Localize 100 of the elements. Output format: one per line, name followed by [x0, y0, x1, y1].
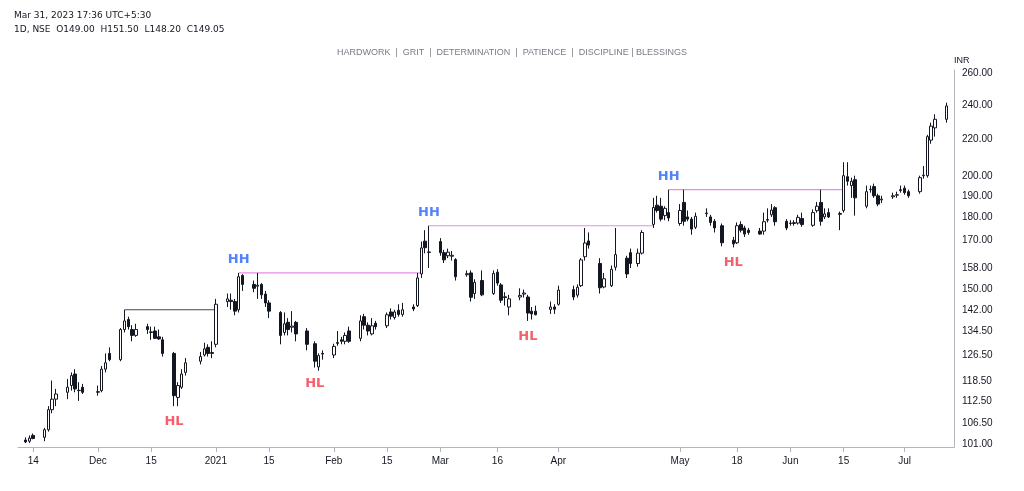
text: 1D, NSE O149.00 H151.50 L148.20 C149.05 — [14, 23, 225, 34]
x-tick-label: 15 — [838, 454, 850, 466]
candlestick — [412, 303, 415, 312]
candlestick — [24, 436, 27, 444]
candlestick — [553, 303, 556, 315]
candlestick — [385, 312, 389, 329]
x-tick-label: 18 — [731, 454, 744, 466]
candlestick — [321, 349, 324, 361]
candlestick — [343, 331, 347, 345]
candlestick — [427, 225, 431, 269]
y-tick-label: 106.50 — [962, 416, 994, 428]
candlestick — [907, 189, 910, 199]
candlestick — [747, 227, 750, 236]
candlestick — [256, 272, 259, 300]
annotation: HL — [305, 374, 325, 390]
candlestick — [480, 269, 484, 297]
candlestick — [819, 189, 823, 227]
candlestick — [199, 351, 202, 365]
candlestick — [416, 272, 419, 308]
candlestick — [347, 326, 351, 344]
annotation: HH — [418, 203, 440, 219]
candlestick — [895, 191, 899, 199]
x-tick-label: 15 — [263, 454, 276, 466]
y-tick-label: 180.00 — [962, 211, 994, 223]
chart-subtitle: HARDWORK | GRIT | DETERMINATION | PATIENCE | DISCIPLINE | BLESSINGS — [336, 46, 688, 57]
candlestick — [336, 330, 339, 347]
candlestick — [773, 205, 777, 227]
candlestick — [518, 287, 522, 301]
candlestick — [313, 340, 317, 369]
candlestick — [743, 225, 746, 238]
candlestick — [652, 197, 655, 229]
candlestick — [206, 343, 210, 358]
candlestick — [134, 323, 138, 338]
candlestick — [70, 371, 73, 392]
y-tick-label: 134.50 — [962, 325, 994, 337]
x-tick-label: 2021 — [204, 454, 228, 466]
candlestick — [735, 221, 739, 245]
candlestick — [557, 285, 560, 307]
candlestick — [214, 298, 218, 348]
annotation: HL — [518, 327, 538, 343]
candlestick — [705, 207, 708, 218]
text: Mar 31, 2023 17:36 UTC+5:30 — [14, 9, 152, 20]
candlestick — [549, 301, 552, 315]
x-tick-label: Feb — [325, 454, 343, 466]
x-tick-label: 14 — [27, 454, 40, 466]
x-tick-label: 16 — [491, 454, 504, 466]
x-tick-label: 15 — [381, 454, 394, 466]
candlestick — [401, 302, 404, 318]
candlestick — [610, 264, 613, 288]
y-tick-label: 240.00 — [962, 98, 994, 110]
annotation: HL — [723, 254, 743, 270]
candlestick — [762, 212, 766, 236]
candlestick — [397, 303, 400, 318]
candlestick — [792, 219, 796, 227]
candlestick — [682, 189, 686, 227]
candlestick — [203, 342, 206, 358]
candlestick — [713, 218, 716, 233]
candlestick — [838, 211, 842, 231]
candlestick — [853, 175, 857, 217]
annotation: HH — [657, 167, 680, 183]
candlestick — [598, 257, 602, 295]
candlestick — [796, 214, 800, 226]
y-tick-label: 150.00 — [962, 282, 994, 294]
x-tick-label: 15 — [145, 454, 158, 466]
candlestick — [374, 320, 377, 331]
y-tick-label: 142.00 — [962, 304, 994, 316]
y-tick-label: 112.50 — [962, 395, 993, 407]
candlestick — [446, 248, 450, 259]
candlestick — [800, 212, 804, 228]
candlestick — [229, 293, 233, 311]
candlestick — [789, 219, 792, 227]
candlestick — [903, 185, 906, 196]
candlestick — [340, 336, 343, 345]
candlestick — [785, 218, 788, 231]
annotation: HL — [164, 413, 184, 429]
y-tick-label: 260.00 — [962, 67, 994, 79]
candlestick — [370, 317, 374, 336]
annotation: HH — [227, 250, 250, 266]
y-tick-label: 190.00 — [962, 190, 994, 202]
y-tick-label: 200.00 — [962, 170, 994, 182]
candlestick — [108, 346, 111, 362]
candlestick — [184, 357, 187, 377]
candlestick — [842, 161, 845, 214]
candlestick — [899, 185, 902, 194]
candlestick — [210, 340, 214, 359]
candlestick — [492, 269, 495, 296]
candlestick — [149, 326, 153, 341]
candlestick — [891, 192, 895, 200]
x-tick-label: May — [670, 454, 690, 466]
candlestick — [827, 207, 830, 219]
candlestick — [659, 197, 663, 222]
candlestick — [454, 257, 457, 282]
candlestick — [869, 185, 872, 194]
x-tick-label: Dec — [89, 454, 107, 466]
candlestick — [614, 227, 617, 271]
candlestick — [880, 195, 883, 204]
candlestick — [237, 272, 240, 314]
candlestick — [720, 223, 724, 247]
candlestick — [945, 102, 948, 124]
candlestick — [534, 305, 537, 316]
